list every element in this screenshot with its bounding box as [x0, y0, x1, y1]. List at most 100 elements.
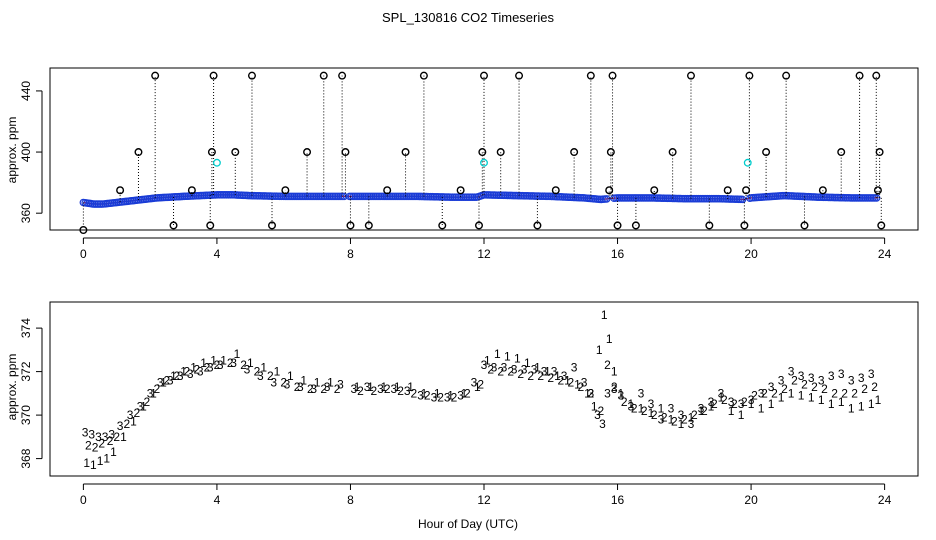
lower-series-1-point: 1 [180, 365, 187, 379]
upper-spike-point [800, 221, 809, 230]
lower-series-2-point: 2 [107, 434, 114, 448]
upper-spike-point [231, 148, 240, 157]
lower-series-2-point: 2 [477, 378, 484, 392]
lower-series-1-point: 1 [170, 369, 177, 383]
lower-series-3-point: 3 [511, 362, 518, 376]
upper-spike-point [480, 71, 489, 80]
lower-series-1-point: 1 [544, 365, 551, 379]
lower-series-1-point: 1 [160, 375, 167, 389]
lower-series-3-point: 3 [297, 380, 304, 394]
lower-series-2-point: 2 [831, 386, 838, 400]
x-axis-label: Hour of Day (UTC) [418, 517, 518, 531]
lower-series-2-point: 2 [841, 386, 848, 400]
upper-cyan-point [743, 158, 752, 167]
upper-y-tick-label: 360 [19, 203, 33, 223]
upper-spike-point [151, 71, 160, 80]
upper-cyan-point [212, 158, 221, 167]
lower-series-2-point: 2 [598, 404, 605, 418]
lower-series-1-point: 1 [260, 360, 267, 374]
lower-series-2-point: 2 [811, 380, 818, 394]
lower-series-1-point: 1 [434, 386, 441, 400]
upper-spike-point [762, 148, 771, 157]
upper-spike-point [207, 148, 216, 157]
lower-y-tick-label: 374 [19, 318, 33, 338]
lower-series-1-point: 1 [190, 360, 197, 374]
lower-series-1-point: 1 [274, 365, 281, 379]
lower-series-3-point: 3 [404, 384, 411, 398]
lower-series-1-point: 1 [354, 380, 361, 394]
lower-series-3-point: 3 [364, 380, 371, 394]
lower-series-3-point: 3 [668, 402, 675, 416]
lower-series-3-point: 3 [561, 369, 568, 383]
upper-spike-point [338, 71, 347, 80]
upper-spike-point [668, 148, 677, 157]
lower-series-3-point: 3 [471, 375, 478, 389]
lower-series-2-point: 2 [671, 415, 678, 429]
lower-series-3-point: 3 [444, 391, 451, 405]
lower-series-2-point: 2 [871, 380, 878, 394]
lower-series-1-point: 1 [504, 349, 511, 363]
lower-series-1-point: 1 [140, 399, 147, 413]
upper-spike-point [496, 148, 505, 157]
lower-series-2-point: 2 [587, 386, 594, 400]
upper-baseline-point [602, 195, 611, 203]
lower-series-3-point: 3 [177, 369, 184, 383]
lower-series-3-point: 3 [207, 360, 214, 374]
lower-series-1-point: 1 [648, 406, 655, 420]
lower-series-3-point: 3 [337, 378, 344, 392]
upper-spike-point [187, 186, 196, 195]
lower-series-3-point: 3 [778, 373, 785, 387]
lower-series-1-point: 1 [574, 378, 581, 392]
upper-spike-point [613, 221, 622, 230]
lower-series-2-point: 2 [731, 397, 738, 411]
upper-x-tick-label: 0 [80, 247, 87, 261]
lower-series-2-point: 2 [174, 369, 181, 383]
lower-series-2-point: 2 [497, 365, 504, 379]
upper-spike-point [79, 225, 88, 234]
lower-series-3-point: 3 [310, 382, 317, 396]
lower-series-1-point: 1 [421, 386, 428, 400]
upper-plot-frame [49, 67, 919, 231]
lower-series-1-point: 1 [591, 399, 598, 413]
lower-series-3-point: 3 [571, 360, 578, 374]
lower-series-3-point: 3 [594, 408, 601, 422]
upper-spike-point [478, 148, 487, 157]
upper-x-tick-label: 24 [878, 247, 892, 261]
upper-spike-point [209, 71, 218, 80]
lower-series-2-point: 2 [661, 410, 668, 424]
lower-series-2-point: 2 [861, 382, 868, 396]
lower-series-1-point: 1 [447, 389, 454, 403]
lower-series-1-point: 1 [564, 373, 571, 387]
lower-series-2-point: 2 [280, 375, 287, 389]
lower-series-1-point: 1 [838, 395, 845, 409]
lower-series-1-point: 1 [768, 397, 775, 411]
lower-series-3-point: 3 [531, 362, 538, 376]
lower-series-2-point: 2 [184, 365, 191, 379]
lower-series-2-point: 2 [801, 378, 808, 392]
lower-series-2-point: 2 [92, 441, 99, 455]
lower-x-tick-label: 16 [611, 493, 625, 507]
lower-series-1-point: 1 [394, 380, 401, 394]
lower-series-1-point: 1 [150, 386, 157, 400]
lower-series-3-point: 3 [868, 367, 875, 381]
lower-series-3-point: 3 [417, 389, 424, 403]
lower-series-3-point: 3 [257, 369, 264, 383]
lower-series-1-point: 1 [748, 397, 755, 411]
upper-spike-point [551, 186, 560, 195]
lower-series-1-point: 1 [407, 380, 414, 394]
lower-y-tick-label: 372 [19, 361, 33, 381]
upper-spike-point [605, 186, 614, 195]
lower-series-2-point: 2 [577, 380, 584, 394]
lower-series-1-point: 1 [327, 375, 334, 389]
lower-series-2-point: 2 [651, 408, 658, 422]
upper-spike-point [341, 148, 350, 157]
lower-series-3-point: 3 [858, 371, 865, 385]
lower-series-3-point: 3 [768, 380, 775, 394]
lower-series-3-point: 3 [137, 399, 144, 413]
upper-x-tick-label: 16 [611, 247, 625, 261]
lower-series-2-point: 2 [240, 358, 247, 372]
lower-series-3-point: 3 [587, 386, 594, 400]
lower-series-2-point: 2 [397, 384, 404, 398]
lower-series-3-point: 3 [217, 358, 224, 372]
